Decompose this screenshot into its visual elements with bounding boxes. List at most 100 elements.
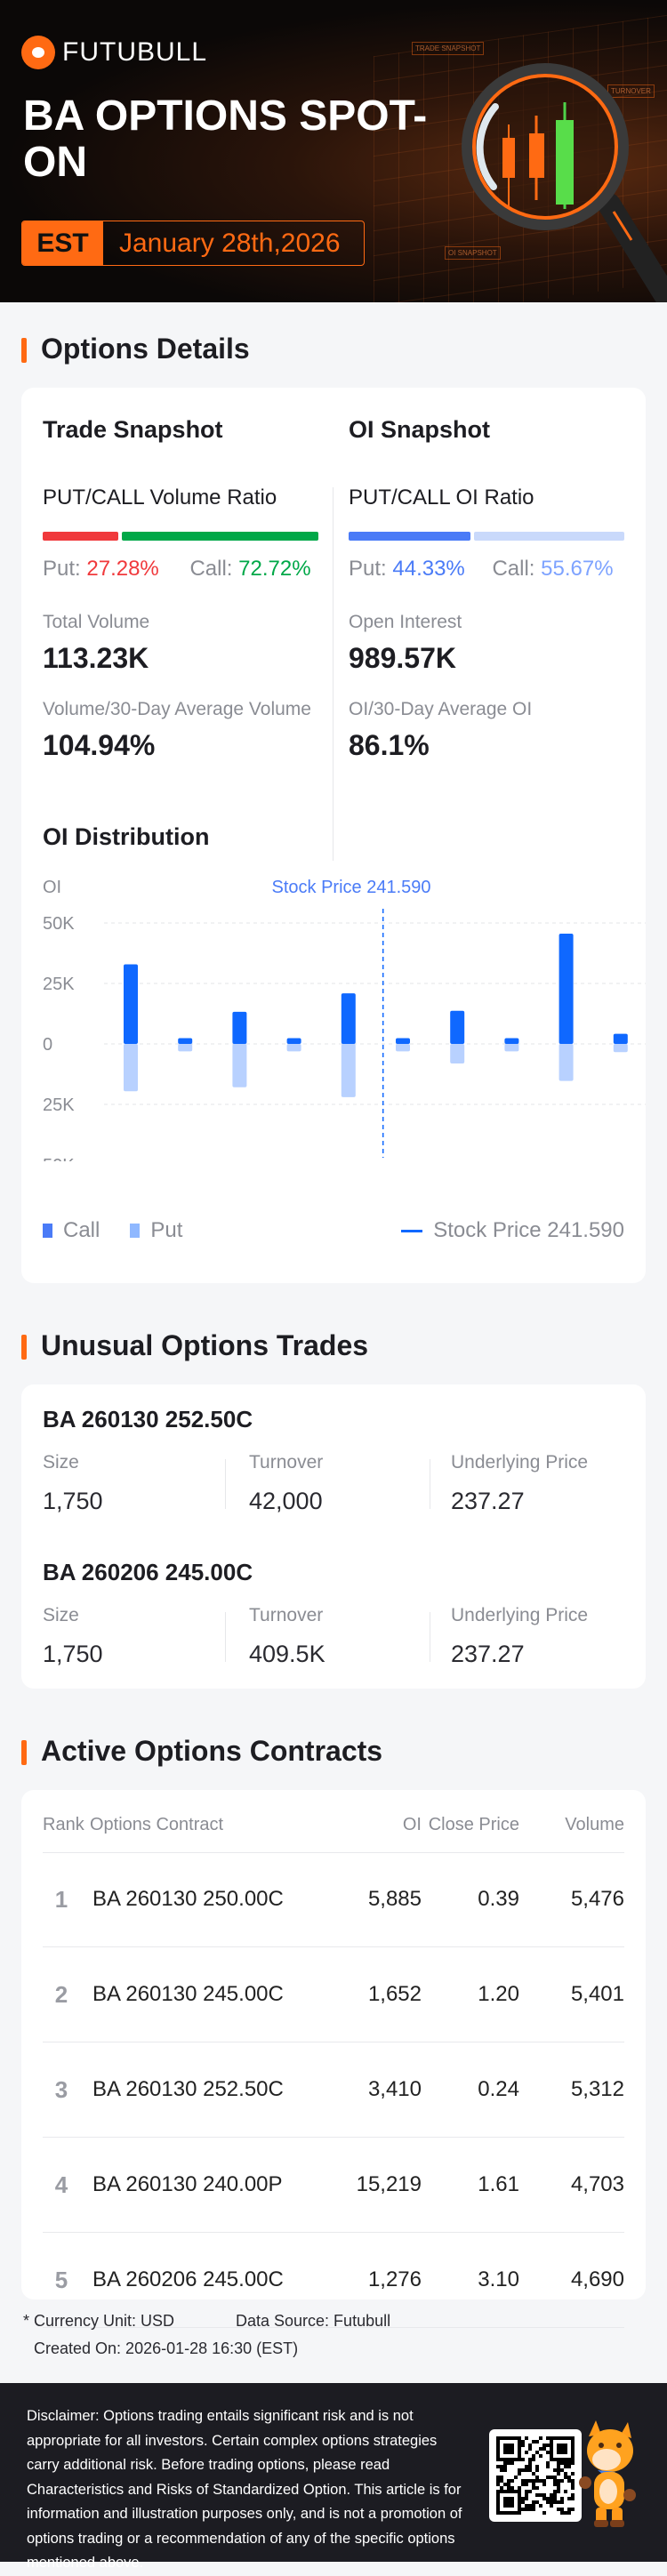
- y-axis-label: OI: [43, 878, 61, 897]
- volume-cell: 4,703: [570, 2172, 624, 2196]
- oi-avg-label: OI/30-Day Average OI: [349, 699, 533, 719]
- rank-cell: 3: [54, 2076, 68, 2103]
- put-bar: [286, 1044, 301, 1052]
- call-oi-pct: 55.67%: [541, 557, 614, 581]
- put-label: Put:: [349, 557, 387, 581]
- turnover-value: 409.5K: [249, 1641, 325, 1667]
- unusual-trade-item[interactable]: BA 260130 252.50C Size 1,750 Turnover 42…: [43, 1406, 624, 1548]
- put-bar: [559, 1044, 574, 1081]
- options-details-card: Trade Snapshot PUT/CALL Volume Ratio Put…: [21, 388, 646, 1283]
- put-bar: [396, 1044, 410, 1052]
- timezone-label: EST: [22, 221, 103, 265]
- volume-avg-value: 104.94%: [43, 729, 156, 761]
- volume-ratio-label: PUT/CALL Volume Ratio: [43, 486, 277, 510]
- oi-distribution-title: OI Distribution: [43, 823, 210, 850]
- row-divider: [43, 2137, 624, 2138]
- oi-ratio-bar: [349, 532, 624, 541]
- put-bar: [613, 1044, 628, 1053]
- call-bar: [124, 964, 138, 1044]
- call-bar: [450, 1010, 465, 1044]
- underlying-price-value: 237.27: [451, 1641, 525, 1667]
- table-row[interactable]: 1 BA 260130 250.00C 5,885 0.39 5,476: [43, 1852, 624, 1947]
- col-header-oi: OI: [402, 1815, 422, 1834]
- data-source-note: Data Source: Futubull: [236, 2312, 391, 2330]
- oi-cell: 1,652: [367, 1982, 422, 2006]
- column-divider: [225, 1459, 226, 1509]
- put-bar: [450, 1044, 465, 1064]
- call-bar: [232, 1011, 247, 1044]
- close-price-cell: 1.20: [478, 1982, 519, 2006]
- close-price-cell: 3.10: [478, 2267, 519, 2291]
- put-oi-fill: [349, 532, 471, 541]
- put-volume-fill: [43, 532, 118, 541]
- legend-stock-label: Stock Price 241.590: [433, 1218, 624, 1242]
- unusual-trade-item[interactable]: BA 260206 245.00C Size 1,750 Turnover 40…: [43, 1559, 624, 1701]
- oi-put-call-values: Put: 44.33% Call: 55.67%: [349, 557, 614, 582]
- contract-cell: BA 260130 250.00C: [92, 1887, 284, 1911]
- y-tick-label: 0: [43, 1035, 52, 1055]
- call-label: Call:: [189, 557, 233, 581]
- row-divider: [43, 1852, 624, 1853]
- total-volume-value: 113.23K: [43, 642, 149, 674]
- column-divider: [225, 1612, 226, 1662]
- illustration-tag: OI SNAPSHOT: [445, 246, 501, 260]
- volume-ratio-bar: [43, 532, 318, 541]
- y-tick-label: 50K: [43, 1156, 75, 1161]
- volume-avg-label: Volume/30-Day Average Volume: [43, 699, 311, 719]
- y-tick-label: 50K: [43, 914, 75, 934]
- illustration-tag: TRADE SNAPSHOT: [412, 42, 485, 55]
- chart-legend-stock: Stock Price 241.590: [401, 1218, 624, 1243]
- legend-call-label: Call: [63, 1218, 100, 1242]
- date-badge: EST January 28th,2026: [21, 221, 365, 266]
- put-bar: [178, 1044, 193, 1052]
- rank-cell: 2: [54, 1981, 68, 2008]
- table-row[interactable]: 5 BA 260206 245.00C 1,276 3.10 4,690: [43, 2233, 624, 2328]
- open-interest-label: Open Interest: [349, 612, 462, 632]
- qr-code[interactable]: [489, 2429, 582, 2522]
- volume-cell: 5,312: [570, 2077, 624, 2101]
- section-title-active-contracts: Active Options Contracts: [20, 1735, 382, 1768]
- close-price-cell: 0.39: [478, 1887, 519, 1911]
- table-row[interactable]: 4 BA 260130 240.00P 15,219 1.61 4,703: [43, 2138, 624, 2233]
- col-header-rank: Rank: [43, 1815, 84, 1834]
- row-divider: [43, 2327, 624, 2328]
- table-row[interactable]: 2 BA 260130 245.00C 1,652 1.20 5,401: [43, 1947, 624, 2042]
- oi-avg-value: 86.1%: [349, 729, 430, 761]
- magnifier-candlestick-illustration: [462, 63, 667, 302]
- close-price-cell: 1.61: [478, 2172, 519, 2196]
- y-tick-label: 25K: [43, 975, 75, 994]
- size-label: Size: [43, 1452, 79, 1473]
- call-volume-fill: [121, 532, 318, 541]
- oi-snapshot-title: OI Snapshot: [349, 416, 491, 443]
- page-title: BA OPTIONS SPOT-ON: [23, 92, 428, 186]
- row-divider: [43, 1946, 624, 1947]
- call-bar: [396, 1038, 410, 1044]
- oi-ratio-label: PUT/CALL OI Ratio: [349, 486, 534, 510]
- section-title-options-details: Options Details: [20, 333, 250, 365]
- hero-banner: TRADE SNAPSHOT TURNOVER OI SNAPSHOT FUTU…: [0, 0, 667, 302]
- rank-cell: 1: [54, 1886, 68, 1913]
- size-value: 1,750: [43, 1488, 103, 1514]
- y-tick-label: 25K: [43, 1095, 75, 1115]
- section-title-unusual-trades: Unusual Options Trades: [20, 1329, 368, 1362]
- oi-cell: 15,219: [356, 2172, 422, 2196]
- contract-cell: BA 260130 252.50C: [92, 2077, 284, 2101]
- table-row[interactable]: 3 BA 260130 252.50C 3,410 0.24 5,312: [43, 2042, 624, 2138]
- total-volume-label: Total Volume: [43, 612, 150, 632]
- put-volume-pct: 27.28%: [86, 557, 159, 581]
- stock-price-annotation: Stock Price 241.590: [272, 878, 431, 897]
- underlying-price-value: 237.27: [451, 1488, 525, 1514]
- oi-cell: 5,885: [367, 1887, 422, 1911]
- trade-snapshot-title: Trade Snapshot: [43, 416, 223, 443]
- volume-cell: 5,476: [570, 1887, 624, 1911]
- call-bar: [613, 1033, 628, 1044]
- call-bar: [178, 1038, 193, 1044]
- size-value: 1,750: [43, 1641, 103, 1667]
- turnover-value: 42,000: [249, 1488, 323, 1514]
- contract-cell: BA 260130 245.00C: [92, 1982, 284, 2006]
- put-bar: [124, 1044, 138, 1092]
- bull-logo-icon: [21, 36, 55, 69]
- call-bar: [286, 1038, 301, 1044]
- underlying-price-label: Underlying Price: [451, 1452, 589, 1473]
- futubull-logo: FUTUBULL: [21, 36, 207, 69]
